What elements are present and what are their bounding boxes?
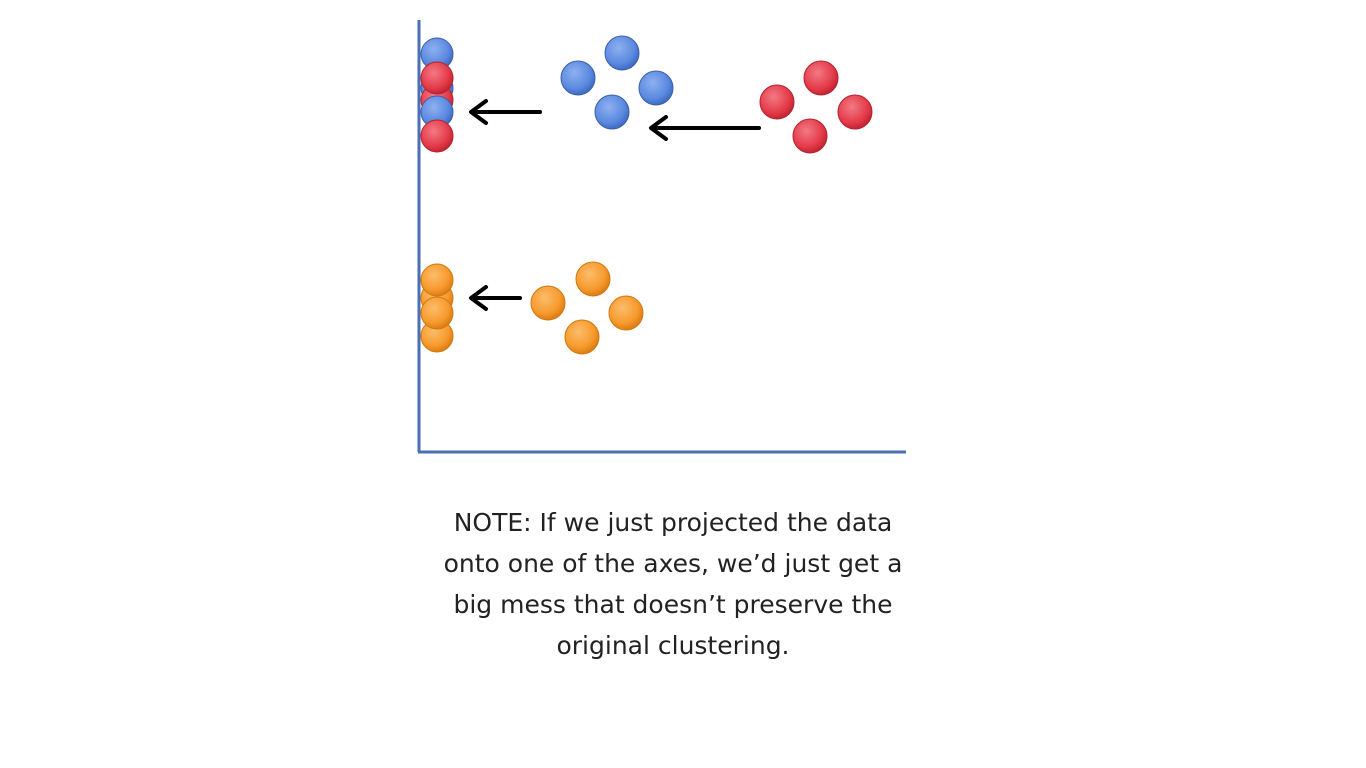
note-text: NOTE: If we just projected the data onto…	[443, 508, 903, 660]
orange-cluster	[530, 261, 644, 355]
projected-red-point	[420, 119, 454, 153]
arrow-red-to-blue	[649, 115, 761, 141]
red-point	[837, 94, 873, 130]
arrow-orange-to-axis	[469, 285, 522, 311]
orange-point	[564, 319, 600, 355]
blue-point	[560, 60, 596, 96]
projected-red-point	[420, 61, 454, 95]
orange-point	[530, 285, 566, 321]
red-point	[759, 84, 795, 120]
red-cluster	[759, 60, 873, 154]
orange-point	[608, 295, 644, 331]
axes	[417, 20, 906, 454]
orange-point	[575, 261, 611, 297]
arrow-blue-to-axis	[469, 99, 542, 125]
projection-arrows	[469, 99, 761, 311]
projected-orange-point	[420, 296, 454, 330]
blue-cluster	[560, 35, 674, 130]
blue-point	[604, 35, 640, 71]
projected-points	[420, 37, 454, 353]
red-point	[803, 60, 839, 96]
blue-point	[638, 70, 674, 106]
red-point	[792, 118, 828, 154]
blue-point	[594, 94, 630, 130]
projected-orange-point	[420, 263, 454, 297]
